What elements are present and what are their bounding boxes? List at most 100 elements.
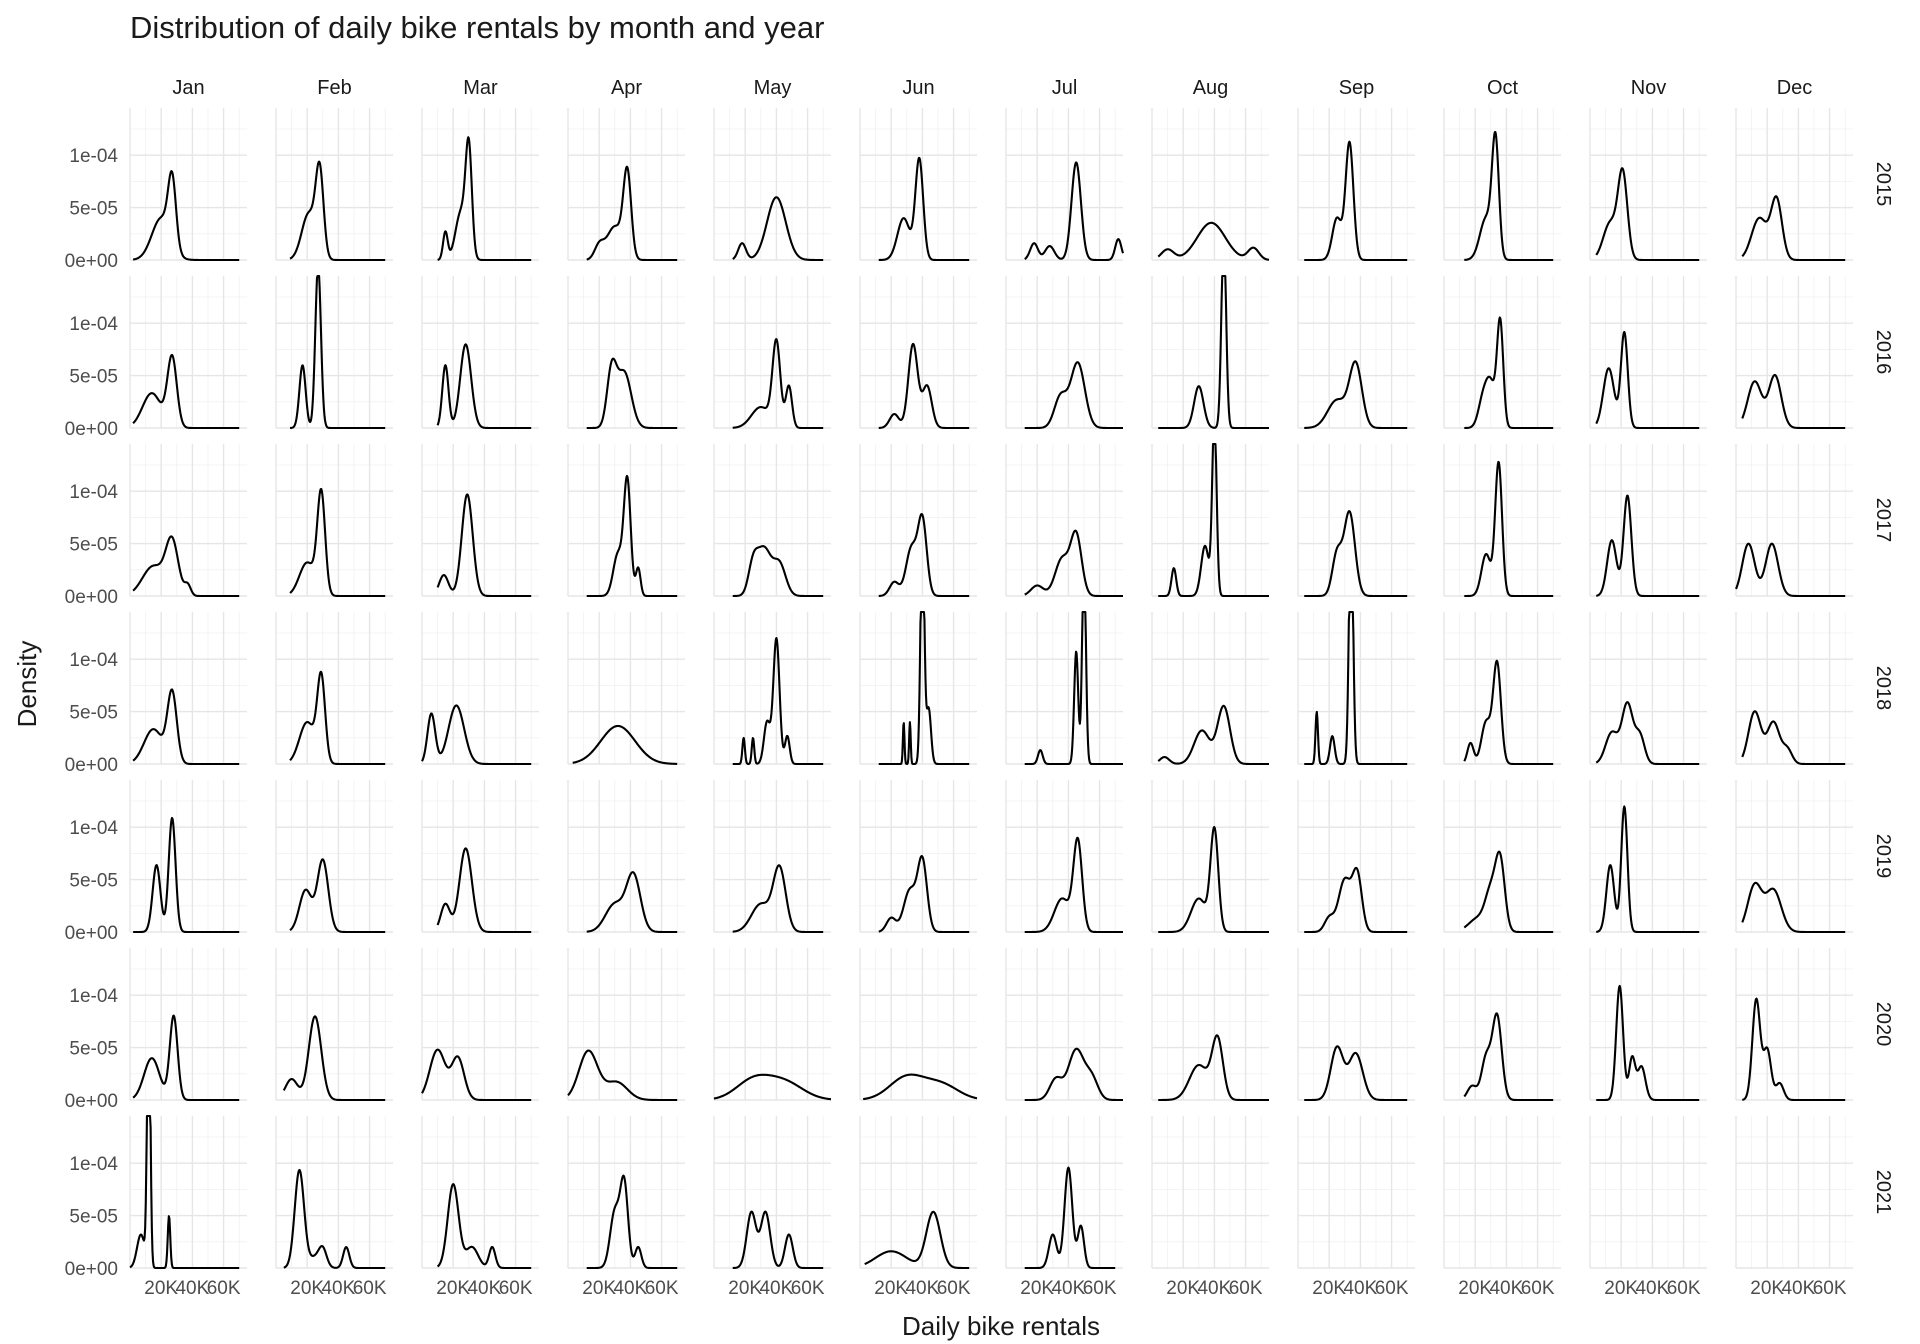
panel-2019-Feb	[275, 780, 393, 934]
density-curve-2015-Nov	[1595, 167, 1700, 262]
x-tick-label-Sep-0: 20K	[1312, 1278, 1346, 1299]
facet-panels: 0e+00 5e-05 1e-04 2015 Jan Feb Mar Apr May Jun Jul…	[65, 77, 1894, 1299]
x-tick-label-Mar-0: 20K	[436, 1278, 470, 1299]
panel-2015-May	[713, 108, 831, 262]
panel-2019-Oct	[1443, 780, 1561, 934]
density-curve-2019-Jun	[878, 855, 970, 934]
x-tick-label-Jun-1: 40K	[905, 1278, 939, 1299]
panel-2017-Sep	[1297, 444, 1415, 598]
panel-2018-Aug	[1151, 612, 1270, 766]
panel-2018-Nov	[1589, 612, 1707, 766]
x-tick-label-May-2: 60K	[791, 1278, 825, 1299]
column-strip-Feb: Feb	[317, 77, 351, 99]
density-curve-2019-Nov	[1595, 805, 1700, 934]
x-tick-label-Sep-2: 60K	[1375, 1278, 1409, 1299]
density-curve-2019-May	[732, 864, 824, 934]
panel-2015-Nov	[1589, 108, 1707, 262]
panel-2021-May	[713, 1116, 831, 1270]
panel-2020-Oct	[1443, 948, 1561, 1102]
density-curve-2016-Aug	[1157, 274, 1270, 430]
x-tick-label-Oct-1: 40K	[1489, 1278, 1523, 1299]
panel-2015-Sep	[1297, 108, 1415, 262]
y-tick-label-2019-1: 5e-05	[69, 871, 118, 892]
x-tick-label-Apr-1: 40K	[613, 1278, 647, 1299]
density-curve-2021-Feb	[283, 1168, 386, 1270]
row-strip-2015: 2015	[1872, 162, 1894, 207]
panel-2016-Sep	[1297, 276, 1415, 430]
y-tick-label-2016-2: 1e-04	[69, 314, 118, 335]
density-curve-2018-Dec	[1741, 710, 1846, 766]
y-tick-label-2015-1: 5e-05	[69, 199, 118, 220]
y-tick-label-2018-1: 5e-05	[69, 703, 118, 724]
density-curve-2018-Jun	[878, 610, 970, 766]
density-curve-2019-Aug	[1157, 825, 1270, 934]
panel-2021-Apr	[567, 1116, 685, 1270]
row-strip-2018: 2018	[1872, 666, 1894, 711]
column-strip-May: May	[754, 77, 792, 99]
density-curve-2017-May	[732, 545, 824, 598]
x-tick-label-Oct-2: 60K	[1521, 1278, 1555, 1299]
panel-2018-Jan	[129, 612, 247, 766]
x-tick-label-Oct-0: 20K	[1458, 1278, 1492, 1299]
x-axis-title: Daily bike rentals	[902, 1311, 1100, 1341]
panel-2021-Dec	[1735, 1116, 1853, 1269]
y-tick-label-2018-2: 1e-04	[69, 650, 118, 671]
x-tick-label-Jun-0: 20K	[874, 1278, 908, 1299]
column-strip-Oct: Oct	[1487, 77, 1519, 99]
density-curve-2018-Jul	[1024, 610, 1124, 766]
y-tick-label-2016-1: 5e-05	[69, 367, 118, 388]
density-curve-2020-Jun	[862, 1073, 978, 1101]
density-curve-2017-Nov	[1595, 494, 1700, 598]
panel-2017-Mar	[421, 444, 539, 598]
density-curve-2018-Sep	[1303, 610, 1408, 766]
panel-2018-Feb	[275, 612, 393, 766]
panel-2018-Jun	[859, 610, 977, 766]
panel-2019-Dec	[1735, 780, 1853, 934]
x-tick-label-Aug-0: 20K	[1166, 1278, 1200, 1299]
y-tick-label-2021-2: 1e-04	[69, 1154, 118, 1175]
column-strip-Jan: Jan	[172, 77, 204, 99]
panel-2020-Apr	[567, 948, 685, 1102]
panel-2021-Feb	[275, 1116, 393, 1270]
density-curve-2021-Jul	[1024, 1166, 1116, 1270]
panel-2019-Mar	[421, 780, 539, 934]
x-tick-label-May-0: 20K	[728, 1278, 762, 1299]
density-curve-2017-Jun	[878, 513, 970, 598]
panel-2020-May	[713, 948, 832, 1101]
x-tick-label-Jul-0: 20K	[1020, 1278, 1054, 1299]
density-curve-2019-Oct	[1463, 850, 1554, 934]
density-curve-2020-Nov	[1595, 984, 1700, 1102]
y-tick-label-2019-2: 1e-04	[69, 818, 118, 839]
y-tick-label-2021-0: 0e+00	[65, 1259, 118, 1280]
panel-2015-Jan	[129, 108, 247, 262]
panel-2021-Jun	[859, 1116, 977, 1270]
panel-2018-Mar	[421, 612, 539, 766]
density-curve-2017-Dec	[1735, 542, 1846, 598]
panel-2016-Oct	[1443, 276, 1561, 430]
panel-2017-Nov	[1589, 444, 1707, 598]
density-curve-2018-Apr	[572, 724, 678, 765]
density-curve-2021-Jan	[129, 1114, 240, 1270]
panel-2017-May	[713, 444, 831, 598]
column-strip-Sep: Sep	[1339, 77, 1375, 99]
x-tick-label-Aug-2: 60K	[1229, 1278, 1263, 1299]
x-tick-label-May-1: 40K	[759, 1278, 793, 1299]
y-axis-title: Density	[12, 641, 42, 728]
density-curve-2018-Jan	[132, 688, 240, 766]
density-curve-2019-Jul	[1024, 836, 1124, 934]
x-tick-label-Jan-2: 60K	[207, 1278, 241, 1299]
panel-2017-Oct	[1443, 444, 1561, 598]
density-curve-2018-Aug	[1157, 704, 1270, 766]
x-tick-label-Jan-1: 40K	[175, 1278, 209, 1299]
panel-2019-Jun	[859, 780, 977, 934]
panel-2020-Jan	[129, 948, 247, 1102]
x-tick-label-Sep-1: 40K	[1343, 1278, 1377, 1299]
x-tick-label-Mar-2: 60K	[499, 1278, 533, 1299]
density-curve-2017-Sep	[1303, 510, 1408, 598]
x-tick-label-Nov-1: 40K	[1635, 1278, 1669, 1299]
row-strip-2019: 2019	[1872, 834, 1894, 879]
density-curve-2020-Jan	[132, 1014, 240, 1102]
density-curve-2021-May	[732, 1210, 824, 1270]
